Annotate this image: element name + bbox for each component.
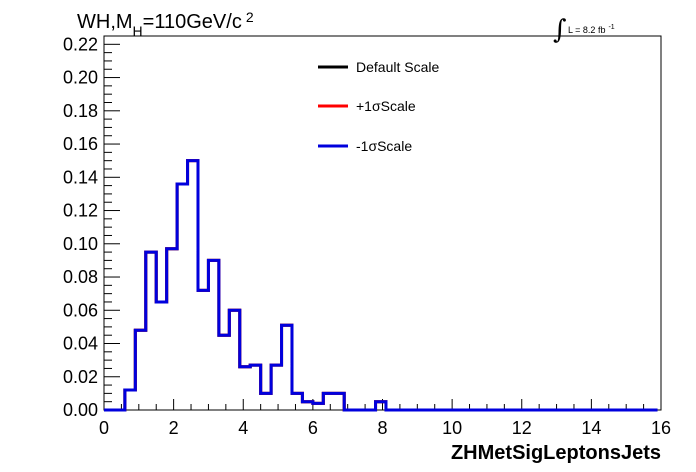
plot-frame [103,35,662,411]
y-tick-label: 0.22 [63,34,98,54]
legend-label: Default Scale [356,59,439,75]
chart-title-rest: =110GeV/c [143,11,242,33]
y-tick-label: 0.16 [63,134,98,154]
lumi-label-text: L = 8.2 fb [568,25,605,35]
x-tick-label: 2 [169,418,179,438]
x-tick-label: 8 [377,418,387,438]
legend-label: -1σScale [356,138,412,154]
y-tick-label: 0.06 [63,300,98,320]
x-axis-title: ZHMetSigLeptonsJets [451,442,661,464]
y-axis: 0.00 0.02 0.04 0.06 0.08 0.10 0.12 0.14 0.16 0.18… [63,34,120,420]
x-tick-label: 16 [651,418,671,438]
y-tick-label: 0.12 [63,201,98,221]
y-tick-label: 0.10 [63,234,98,254]
series-line-2 [104,159,658,412]
series-line-0 [104,159,658,412]
x-tick-label: 6 [308,418,318,438]
lumi-label: L = 8.2 fb -1 [568,24,615,35]
x-tick-label: 14 [581,418,601,438]
x-tick-label: 10 [442,418,462,438]
series-line-1 [104,159,658,412]
x-tick-label: 4 [238,418,248,438]
y-tick-label: 0.02 [63,367,98,387]
legend-label: +1σScale [356,98,416,114]
series-layer [104,159,658,412]
chart-title: WH,MH=110GeV/c 2 [77,9,254,39]
x-tick-label: 12 [512,418,532,438]
y-tick-label: 0.00 [63,400,98,420]
chart-title-sup: 2 [246,9,254,25]
lumi-integral: ∫ [553,15,567,45]
y-tick-label: 0.20 [63,68,98,88]
x-tick-label: 0 [99,418,109,438]
lumi-label-sup: -1 [608,24,614,31]
x-axis: 0 2 4 6 8 10 12 14 16 [99,399,671,438]
legend: Default Scale +1σScale -1σScale [318,59,439,154]
chart-title-sub: H [133,23,143,39]
y-tick-label: 0.18 [63,101,98,121]
y-tick-label: 0.14 [63,167,98,187]
chart-title-main: WH,M [77,11,133,33]
y-tick-label: 0.04 [63,334,98,354]
y-tick-label: 0.08 [63,267,98,287]
